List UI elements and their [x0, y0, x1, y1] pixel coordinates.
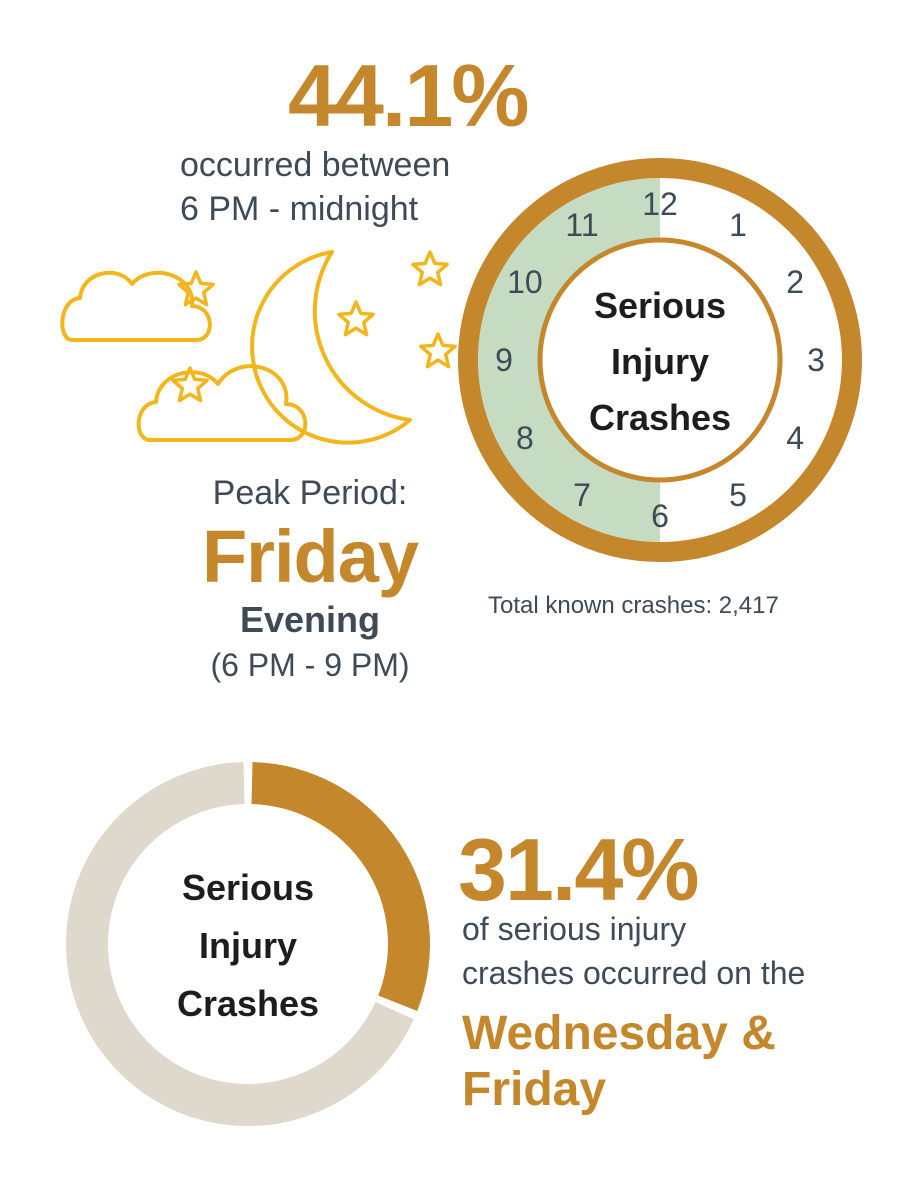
star-icon [411, 250, 449, 287]
clock-label-9: 9 [495, 342, 513, 378]
peak-period-label: Peak Period: [212, 474, 408, 512]
clock-label-3: 3 [807, 342, 825, 378]
clock-label-7: 7 [573, 477, 591, 513]
days-description-line2: crashes occurred on the [462, 955, 806, 991]
peak-range: (6 PM - 9 PM) [210, 647, 410, 683]
clock-label-4: 4 [786, 420, 804, 456]
days-description-line1: of serious injury [462, 911, 687, 947]
moon-icon [250, 250, 412, 445]
percent-days: 31.4% [458, 820, 700, 919]
days-line1: Wednesday & [462, 1007, 776, 1060]
clock-label-8: 8 [516, 420, 534, 456]
clock-inner-circle [537, 237, 783, 483]
star-icon [337, 300, 375, 337]
peak-part: Evening [239, 599, 381, 640]
donut-center-title: Serious [182, 867, 314, 908]
cloud-icon [136, 364, 308, 442]
clock-center-title: Injury [611, 341, 709, 382]
time-range-text: 6 PM - midnight [180, 190, 419, 228]
cloud-icon [60, 270, 212, 342]
occurred-between-text: occurred between [180, 146, 451, 184]
percent-evening: 44.1% [288, 46, 530, 145]
donut-segment-highlight [251, 762, 430, 1012]
peak-day: Friday [201, 515, 419, 598]
clock-label-6: 6 [651, 498, 669, 534]
clock-label-11: 11 [565, 207, 598, 243]
clock-label-2: 2 [786, 264, 804, 300]
star-icon [171, 366, 209, 403]
days-line2: Friday [462, 1063, 607, 1116]
clock-label-1: 1 [729, 207, 747, 243]
total-crashes-label: Total known crashes: 2,417 [488, 592, 779, 619]
clock-label-5: 5 [729, 477, 747, 513]
donut-center-title: Injury [199, 925, 297, 966]
donut-center-title: Crashes [177, 983, 319, 1024]
clock-center-title: Crashes [589, 397, 731, 438]
clock-label-10: 10 [507, 264, 543, 300]
clock-label-12: 12 [642, 186, 678, 222]
donut-chart: Serious Injury Crashes [65, 762, 430, 1127]
star-icon [177, 270, 215, 307]
clock-center-title: Serious [594, 285, 726, 326]
star-icon [419, 332, 457, 369]
